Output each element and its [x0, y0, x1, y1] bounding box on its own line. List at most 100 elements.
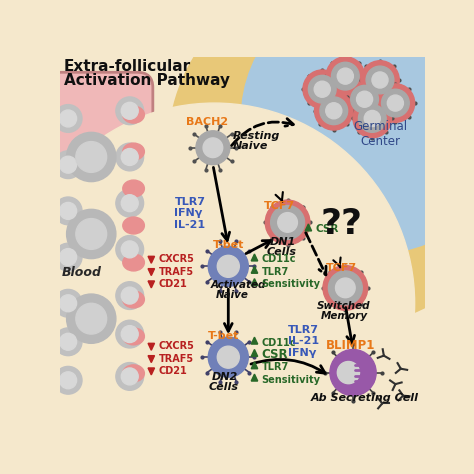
Text: Sensitivity: Sensitivity — [261, 374, 320, 384]
Circle shape — [66, 132, 116, 182]
Text: CXCR5: CXCR5 — [159, 341, 195, 352]
Circle shape — [361, 61, 399, 99]
Circle shape — [60, 248, 77, 265]
Circle shape — [121, 368, 138, 385]
Text: CD11c: CD11c — [261, 337, 296, 347]
Text: CD11c: CD11c — [261, 255, 296, 264]
Circle shape — [376, 84, 415, 122]
Circle shape — [116, 236, 144, 263]
Circle shape — [116, 97, 144, 125]
Text: Ab Secreting Cell: Ab Secreting Cell — [310, 393, 419, 403]
Text: BLIMP1: BLIMP1 — [326, 339, 375, 353]
Circle shape — [208, 337, 248, 377]
Circle shape — [217, 255, 239, 277]
Circle shape — [66, 210, 116, 259]
Ellipse shape — [123, 328, 145, 345]
Circle shape — [76, 142, 107, 173]
Circle shape — [55, 151, 82, 179]
Polygon shape — [148, 269, 155, 275]
Text: Cells: Cells — [208, 383, 238, 392]
Text: IFNγ: IFNγ — [288, 347, 316, 358]
Circle shape — [203, 138, 223, 157]
Text: T-bet: T-bet — [208, 331, 240, 341]
Ellipse shape — [123, 217, 145, 234]
Circle shape — [323, 265, 368, 310]
Circle shape — [364, 110, 380, 127]
Circle shape — [76, 303, 107, 334]
Text: BACH2: BACH2 — [186, 117, 228, 127]
Polygon shape — [251, 254, 258, 261]
Circle shape — [168, 0, 474, 327]
Circle shape — [66, 294, 116, 343]
Circle shape — [309, 75, 336, 103]
Text: IL-21: IL-21 — [288, 336, 319, 346]
Circle shape — [241, 0, 474, 253]
Text: Cells: Cells — [267, 247, 297, 257]
Circle shape — [351, 85, 378, 113]
Text: Resting: Resting — [233, 131, 280, 141]
Circle shape — [314, 81, 330, 97]
Circle shape — [60, 110, 77, 127]
Ellipse shape — [123, 106, 145, 123]
Text: Switched: Switched — [317, 301, 370, 311]
Text: Blood: Blood — [62, 266, 102, 279]
Circle shape — [278, 213, 297, 232]
Text: TLR7: TLR7 — [261, 362, 289, 372]
Polygon shape — [251, 337, 258, 344]
Circle shape — [353, 99, 392, 138]
Polygon shape — [305, 224, 311, 231]
Polygon shape — [148, 281, 155, 288]
Text: Sensitivity: Sensitivity — [261, 279, 320, 289]
Ellipse shape — [123, 143, 145, 160]
Circle shape — [320, 97, 347, 125]
Circle shape — [208, 246, 248, 286]
Circle shape — [315, 91, 353, 130]
Text: CD21: CD21 — [159, 279, 188, 289]
Circle shape — [326, 57, 365, 95]
Polygon shape — [148, 368, 155, 375]
Circle shape — [14, 103, 415, 474]
Circle shape — [328, 271, 362, 305]
Text: TLR7: TLR7 — [288, 325, 319, 335]
Polygon shape — [251, 362, 258, 369]
Polygon shape — [251, 349, 258, 356]
Circle shape — [337, 68, 354, 84]
Circle shape — [336, 278, 355, 298]
Text: TLR7: TLR7 — [174, 197, 205, 207]
Polygon shape — [148, 343, 155, 350]
Circle shape — [60, 333, 77, 350]
Circle shape — [55, 105, 82, 132]
Circle shape — [55, 197, 82, 225]
Circle shape — [60, 295, 77, 312]
Text: TCF7: TCF7 — [264, 201, 295, 211]
Circle shape — [366, 66, 394, 94]
Text: CXCR5: CXCR5 — [159, 255, 195, 264]
Circle shape — [121, 326, 138, 343]
Circle shape — [121, 102, 138, 119]
Circle shape — [121, 148, 138, 165]
Circle shape — [116, 189, 144, 217]
Text: Memory: Memory — [321, 311, 368, 321]
Text: CSR: CSR — [261, 348, 288, 361]
Circle shape — [331, 62, 359, 90]
Text: Germinal
Center: Germinal Center — [353, 120, 407, 148]
Circle shape — [116, 282, 144, 310]
Polygon shape — [251, 279, 258, 285]
Text: TRAF5: TRAF5 — [159, 354, 194, 364]
Circle shape — [60, 202, 77, 219]
Circle shape — [330, 349, 376, 396]
Circle shape — [116, 363, 144, 390]
Circle shape — [76, 219, 107, 249]
Polygon shape — [251, 374, 258, 381]
Circle shape — [55, 243, 82, 271]
Circle shape — [116, 320, 144, 348]
Circle shape — [326, 103, 342, 119]
Text: CD21: CD21 — [159, 366, 188, 376]
Text: TRAF5: TRAF5 — [159, 267, 194, 277]
Circle shape — [55, 328, 82, 356]
Text: Extra-follicular: Extra-follicular — [64, 59, 191, 74]
Circle shape — [265, 200, 310, 245]
Text: Naive: Naive — [233, 141, 268, 151]
Text: T-bet: T-bet — [213, 240, 244, 250]
Text: TCF7: TCF7 — [326, 263, 357, 273]
